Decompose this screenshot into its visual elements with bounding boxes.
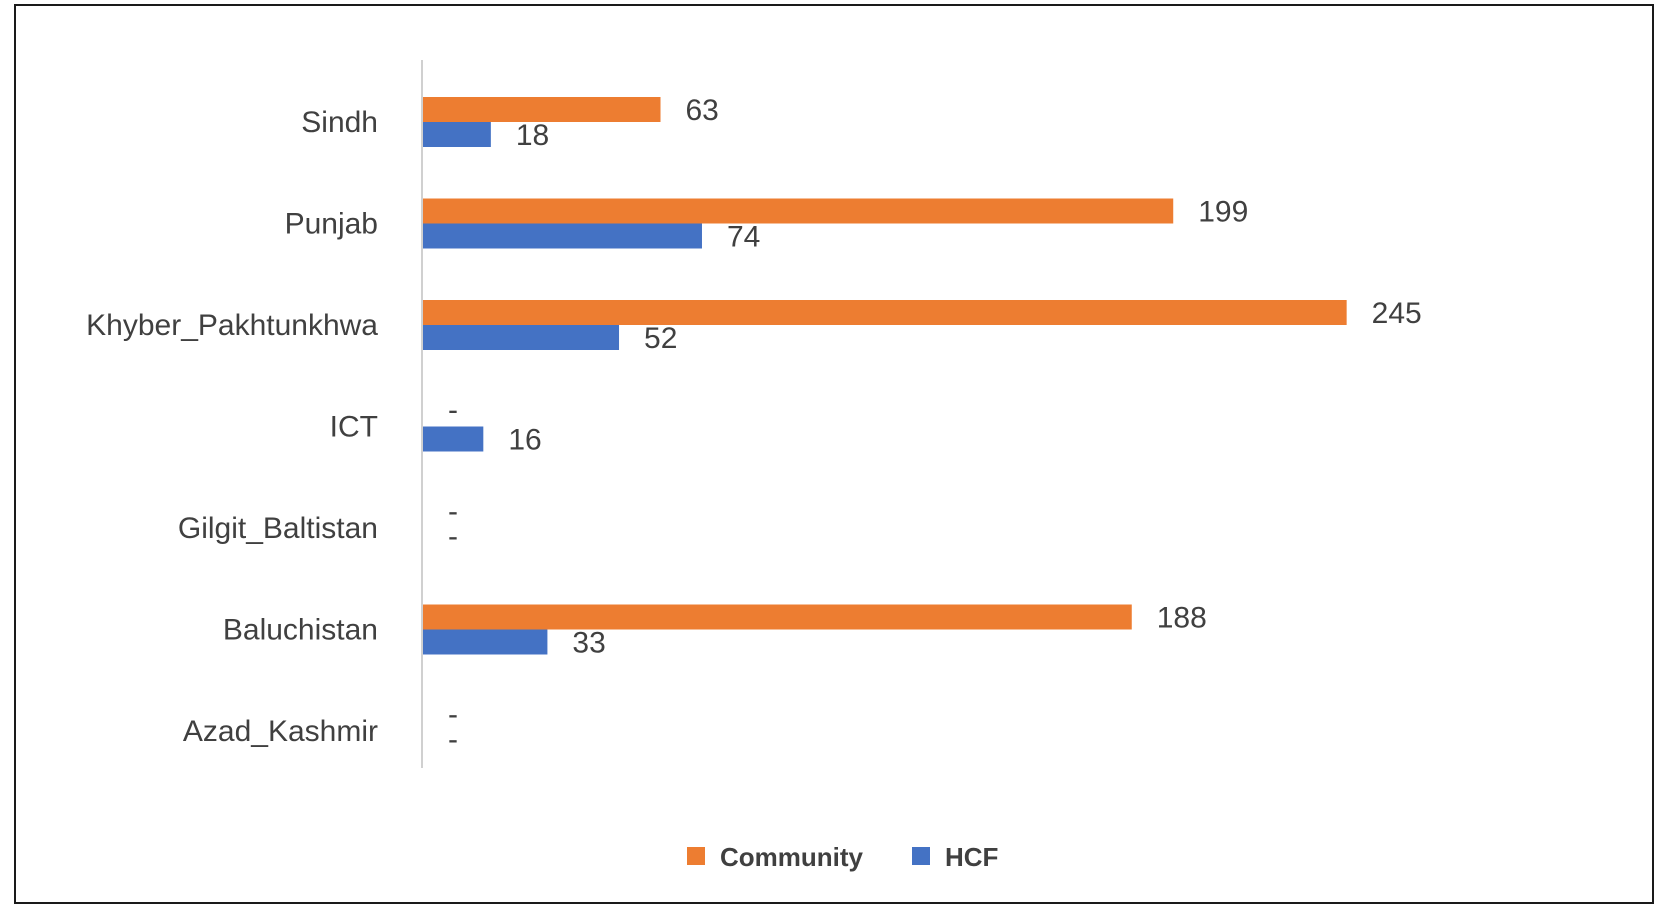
category-label-ict: ICT	[330, 411, 378, 444]
category-label-sindh: Sindh	[301, 106, 378, 139]
data-label-hcf-sindh: 18	[516, 119, 549, 152]
category-labels: Sindh Punjab Khyber_Pakhtunkhwa ICT Gilgit_B…	[86, 106, 378, 748]
bar-hcf-khyber-pakhtunkhwa	[423, 325, 620, 350]
bar-hcf-baluchistan	[423, 629, 548, 655]
bars	[423, 97, 1347, 655]
bar-community-baluchistan	[423, 604, 1132, 630]
data-label-hcf-ict: 16	[508, 424, 541, 457]
category-label-gilgit-baltistan: Gilgit_Baltistan	[178, 512, 378, 545]
legend-label-community: Community	[720, 842, 864, 872]
data-label-community-punjab: 199	[1198, 196, 1248, 229]
data-label-community-baluchistan: 188	[1157, 602, 1207, 635]
bar-community-khyber-pakhtunkhwa	[423, 300, 1347, 325]
legend: Community HCF	[687, 842, 998, 872]
data-label-community-ict: -	[448, 394, 458, 427]
legend-label-hcf: HCF	[945, 842, 998, 872]
data-label-community-sindh: 63	[686, 94, 719, 127]
data-label-community-azad-kashmir: -	[448, 698, 458, 731]
data-label-hcf-punjab: 74	[727, 221, 760, 254]
data-label-hcf-gilgit-baltistan: -	[448, 520, 458, 553]
category-label-azad-kashmir: Azad_Kashmir	[183, 715, 378, 748]
legend-swatch-community	[687, 847, 705, 865]
data-label-hcf-khyber-pakhtunkhwa: 52	[644, 322, 677, 355]
data-label-hcf-azad-kashmir: -	[448, 723, 458, 756]
bar-community-punjab	[423, 198, 1174, 224]
legend-swatch-hcf	[912, 847, 930, 865]
category-label-khyber-pakhtunkhwa: Khyber_Pakhtunkhwa	[86, 309, 378, 342]
data-label-community-gilgit-baltistan: -	[448, 495, 458, 528]
bar-community-sindh	[423, 97, 661, 122]
bar-hcf-ict	[423, 426, 484, 452]
category-label-baluchistan: Baluchistan	[223, 614, 378, 647]
data-label-community-khyber-pakhtunkhwa: 245	[1372, 297, 1422, 330]
data-label-hcf-baluchistan: 33	[572, 627, 605, 660]
bar-hcf-punjab	[423, 223, 702, 249]
bar-hcf-sindh	[423, 122, 491, 147]
category-label-punjab: Punjab	[285, 208, 378, 241]
